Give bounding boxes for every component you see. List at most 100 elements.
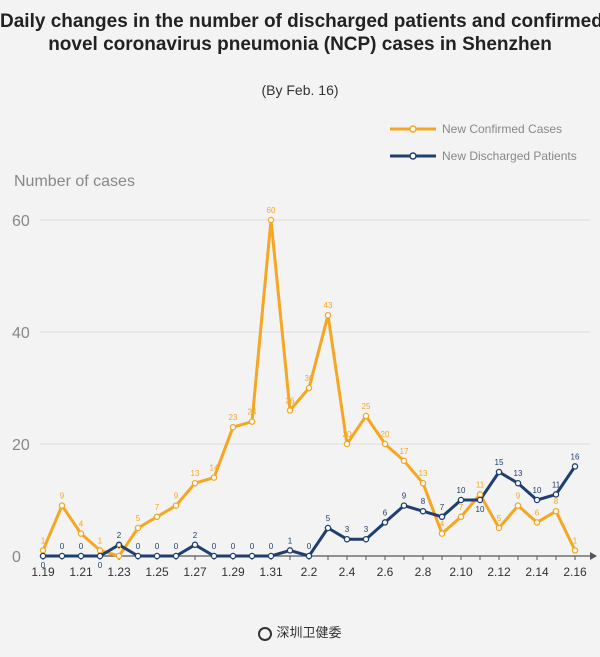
data-label: 11: [552, 480, 561, 489]
data-label: 15: [495, 458, 504, 467]
data-point: [381, 519, 389, 526]
data-label: 14: [210, 464, 219, 473]
x-tick-label: 2.12: [487, 565, 511, 579]
y-tick-label: 40: [12, 325, 30, 342]
data-point: [96, 547, 104, 554]
data-label: 1: [41, 536, 46, 545]
legend-label: New Discharged Patients: [442, 149, 577, 163]
data-point: [39, 552, 47, 560]
data-point: [210, 552, 218, 560]
data-label: 1: [98, 536, 103, 545]
data-point: [267, 216, 275, 224]
data-point: [495, 468, 503, 476]
data-point: [476, 496, 484, 504]
data-label: 6: [535, 508, 540, 517]
data-point: [191, 541, 199, 549]
data-point: [305, 552, 313, 560]
data-label: 24: [248, 408, 257, 417]
data-point: [39, 547, 47, 554]
data-label: 0: [60, 542, 65, 551]
data-label: 0: [212, 542, 217, 551]
data-label: 4: [440, 520, 445, 529]
x-tick-label: 2.14: [525, 565, 549, 579]
data-point: [571, 463, 579, 470]
legend-label: New Confirmed Cases: [442, 122, 562, 136]
health-commission-logo-icon: [258, 627, 273, 641]
chart-subtitle: (By Feb. 16): [261, 82, 339, 98]
data-label: 0: [79, 542, 84, 551]
data-label: 9: [60, 492, 65, 501]
y-tick-label: 20: [12, 437, 30, 454]
chart-title-line-1: Daily changes in the number of discharge…: [0, 11, 600, 32]
data-label: 0: [136, 542, 141, 551]
data-point: [552, 491, 560, 498]
data-point: [172, 552, 180, 560]
data-point: [457, 513, 465, 521]
data-label: 0: [98, 561, 103, 570]
data-point: [419, 479, 427, 487]
data-label: 11: [476, 480, 485, 489]
data-label: 17: [400, 447, 409, 456]
data-label: 5: [497, 514, 502, 523]
data-point: [96, 552, 104, 560]
x-tick-label: 1.25: [145, 565, 169, 579]
chart-title-line-2: novel coronavirus pneumonia (NCP) cases …: [48, 34, 552, 55]
data-label: 1: [573, 536, 578, 545]
data-point: [134, 552, 142, 560]
data-label: 3: [364, 525, 369, 534]
data-point: [305, 384, 313, 392]
data-label: 60: [267, 206, 276, 215]
x-tick-label: 1.19: [31, 565, 55, 579]
data-label: 10: [457, 486, 466, 495]
data-point: [153, 513, 161, 521]
data-point: [514, 479, 522, 487]
data-label: 5: [136, 514, 141, 523]
data-label: 20: [343, 430, 352, 439]
x-axis-arrow-icon: [590, 552, 597, 560]
data-point: [58, 552, 66, 560]
y-tick-label: 60: [12, 213, 30, 230]
data-label: 1: [288, 536, 293, 545]
data-label: 10: [533, 486, 542, 495]
y-axis-label: Number of cases: [14, 173, 135, 190]
data-point: [267, 552, 275, 560]
data-point: [58, 502, 66, 509]
data-point: [571, 547, 579, 554]
data-label: 13: [514, 469, 523, 478]
data-point: [495, 524, 503, 532]
data-point: [400, 457, 408, 465]
x-tick-label: 2.10: [449, 565, 473, 579]
x-tick-label: 1.27: [183, 565, 207, 579]
source-label: 深圳卫健委: [276, 625, 342, 640]
x-tick-label: 2.8: [415, 565, 432, 579]
data-point: [248, 552, 256, 560]
data-label: 7: [459, 503, 464, 512]
data-point: [191, 479, 199, 487]
legend-marker: [409, 152, 417, 160]
data-point: [172, 502, 180, 509]
data-point: [419, 507, 427, 515]
chart-title: Daily changes in the number of discharge…: [0, 10, 600, 56]
data-label: 30: [305, 374, 314, 383]
data-point: [324, 524, 332, 532]
data-point: [457, 496, 465, 504]
data-label: 9: [174, 492, 179, 501]
data-label: 0: [41, 561, 46, 570]
data-label: 2: [193, 531, 198, 540]
data-point: [115, 541, 123, 549]
data-label: 7: [440, 503, 445, 512]
data-label: 7: [155, 503, 160, 512]
data-point: [324, 311, 332, 319]
data-point: [533, 496, 541, 504]
data-label: 0: [231, 542, 236, 551]
x-tick-label: 1.21: [69, 565, 93, 579]
data-label: 6: [383, 508, 388, 517]
data-point: [286, 547, 294, 554]
data-label: 8: [554, 497, 559, 506]
x-tick-label: 1.31: [259, 565, 283, 579]
data-label: 13: [419, 469, 428, 478]
data-point: [362, 535, 370, 543]
data-point: [77, 530, 85, 537]
data-point: [229, 552, 237, 560]
